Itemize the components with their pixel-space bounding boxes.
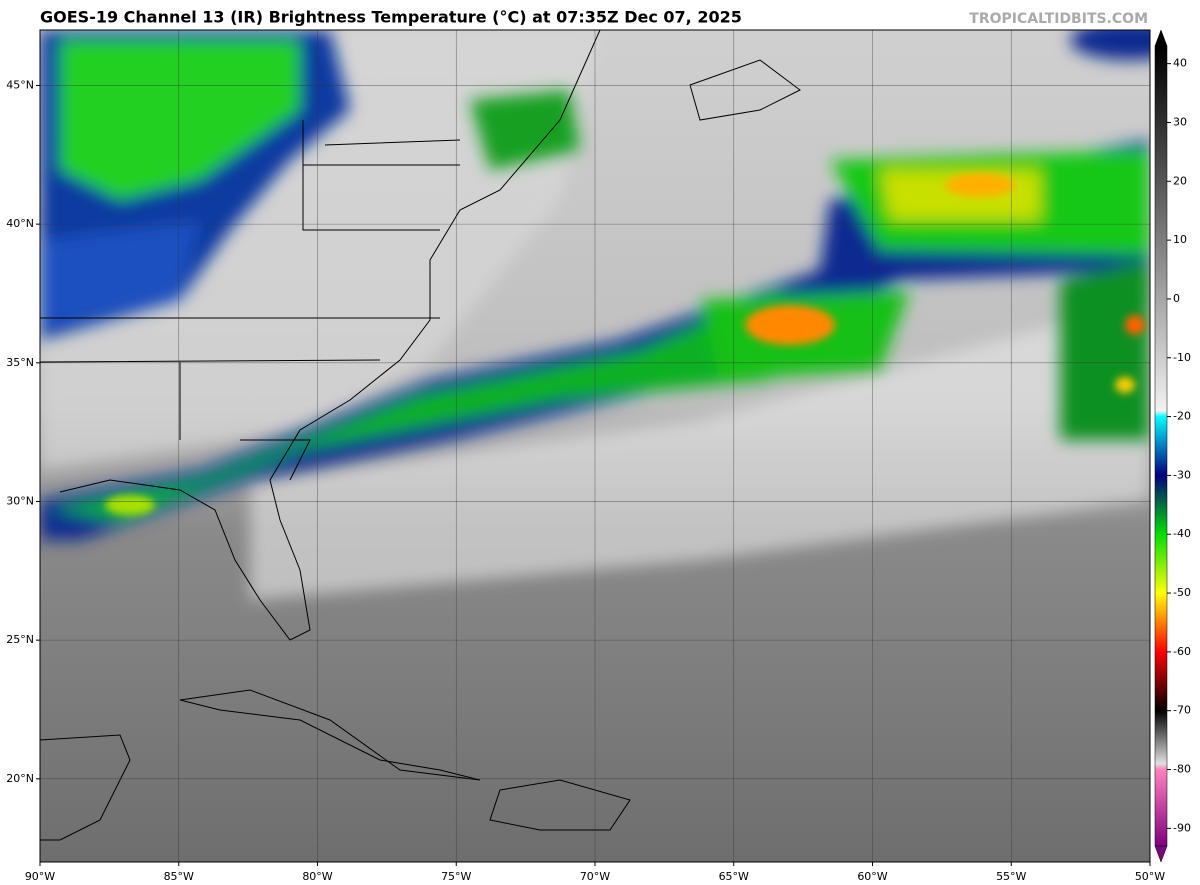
satellite-image: [40, 30, 1150, 862]
x-tick-label: 80°W: [302, 870, 332, 883]
y-tick-label: 20°N: [6, 772, 34, 785]
colorbar-tick-label: 40: [1173, 57, 1187, 70]
title: GOES-19 Channel 13 (IR) Brightness Tempe…: [40, 8, 742, 27]
colorbar-extend-top: [1154, 29, 1168, 47]
x-tick-label: 55°W: [996, 870, 1026, 883]
colorbar-tick-label: 10: [1173, 233, 1187, 246]
colorbar-tick-label: -50: [1173, 586, 1191, 599]
colorbar-tick-label: -80: [1173, 763, 1191, 776]
y-tick-label: 35°N: [6, 356, 34, 369]
y-tick-label: 45°N: [6, 78, 34, 91]
x-tick-label: 75°W: [441, 870, 471, 883]
colorbar-tick-label: -30: [1173, 468, 1191, 481]
x-tick-label: 60°W: [857, 870, 887, 883]
colorbar-tick-label: 0: [1173, 292, 1180, 305]
colorbar-tick-label: -90: [1173, 821, 1191, 834]
map-frame: [39, 29, 1151, 863]
x-tick-label: 90°W: [25, 870, 55, 883]
x-tick-label: 85°W: [164, 870, 194, 883]
y-tick-label: 40°N: [6, 217, 34, 230]
credit: TROPICALTIDBITS.COM: [969, 11, 1148, 27]
colorbar-tick-label: -10: [1173, 351, 1191, 364]
colorbar-tick-label: -60: [1173, 645, 1191, 658]
y-tick-label: 25°N: [6, 633, 34, 646]
colorbar-body: [1154, 45, 1168, 847]
x-tick-label: 70°W: [580, 870, 610, 883]
x-tick-label: 50°W: [1135, 870, 1165, 883]
colorbar-extend-bottom: [1154, 845, 1168, 863]
colorbar-tick-label: 20: [1173, 174, 1187, 187]
colorbar: 40 30 20 10 0 -10 -20 -30 -40 -50 -60 -70 -80 -90: [1154, 29, 1191, 863]
colorbar-tick-label: -70: [1173, 704, 1191, 717]
colorbar-tick-label: -20: [1173, 410, 1191, 423]
x-tick-label: 65°W: [719, 870, 749, 883]
colorbar-tick-label: -40: [1173, 527, 1191, 540]
y-tick-label: 30°N: [6, 494, 34, 507]
colorbar-tick-label: 30: [1173, 115, 1187, 128]
